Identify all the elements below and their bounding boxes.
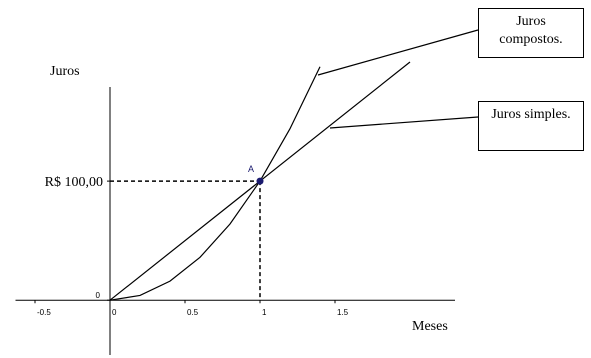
y-tick-label: 0 — [96, 291, 101, 300]
x-tick-label: 1 — [262, 308, 267, 317]
annotation-box: Juros simples. — [478, 101, 584, 151]
point-label: A — [248, 164, 254, 174]
y-axis-label: Juros — [50, 64, 80, 79]
leader-line — [317, 29, 479, 76]
x-tick-label: 1.5 — [337, 308, 349, 317]
x-tick-label: -0.5 — [37, 308, 51, 317]
x-tick-label: 0.5 — [187, 308, 199, 317]
line-series — [109, 66, 321, 301]
annotation-box: Juros compostos. — [478, 8, 584, 58]
x-tick-label: 0 — [112, 308, 117, 317]
leader-line — [329, 116, 479, 129]
point — [256, 177, 264, 185]
x-axis-label: Meses — [412, 319, 448, 334]
y-tick-label: R$ 100,00 — [45, 175, 103, 190]
